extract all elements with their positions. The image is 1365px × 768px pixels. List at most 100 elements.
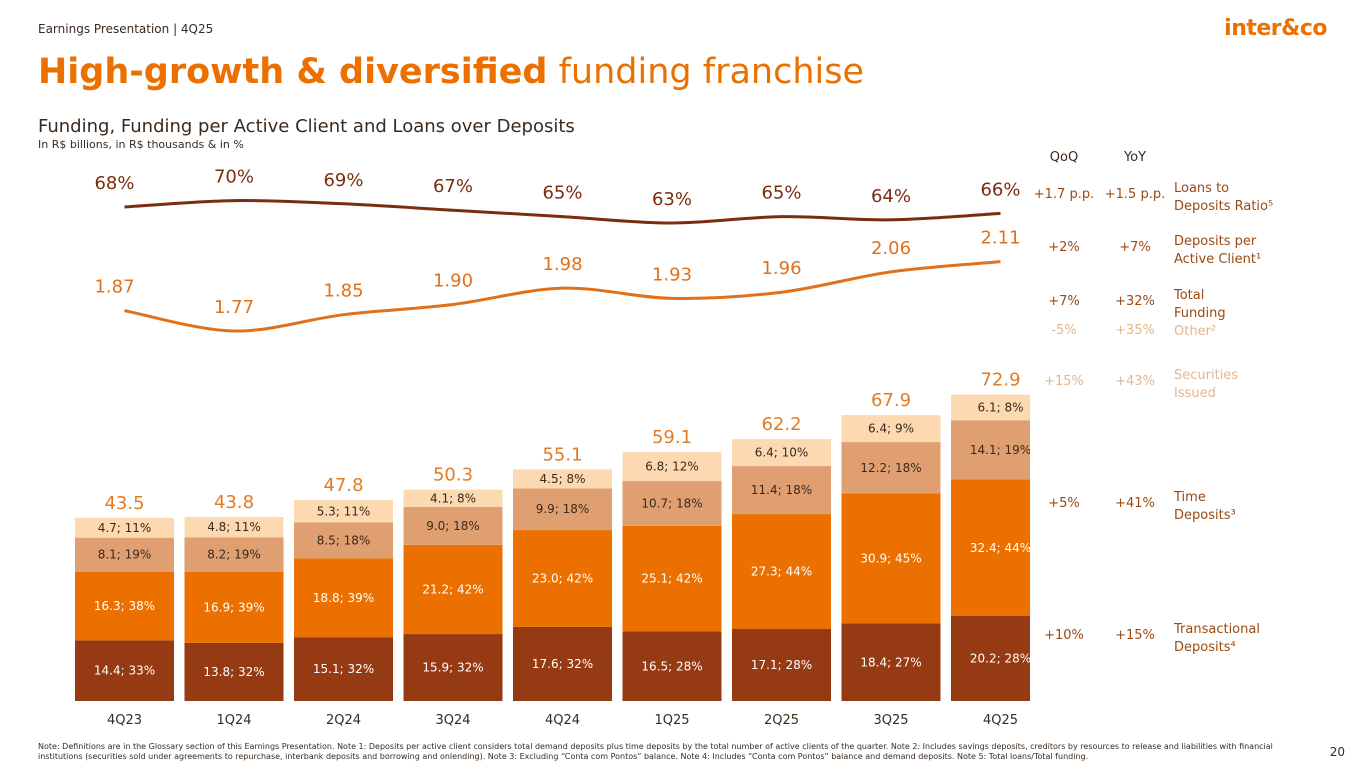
- bar-data-label: 20.2; 28%: [970, 651, 1030, 665]
- bar-segment: [732, 514, 831, 630]
- bar-data-label: 14.4; 33%: [94, 664, 155, 678]
- bar-segment: [75, 571, 174, 641]
- bar-data-label: 6.1; 8%: [978, 400, 1024, 414]
- bar-segment: [622, 631, 722, 701]
- bar-segment: [403, 489, 503, 507]
- bar-segment: [184, 517, 284, 538]
- bar-segment: [841, 623, 941, 701]
- metric-label-line2: Active Client¹: [1174, 252, 1262, 267]
- bar-data-label: 16.9; 39%: [203, 600, 264, 614]
- yoy-value: +32%: [1115, 294, 1155, 309]
- bar-segment: [184, 571, 284, 643]
- yoy-value: +43%: [1115, 374, 1155, 389]
- bar-data-label: 14.1; 19%: [970, 443, 1030, 457]
- total-label: 59.1: [652, 427, 692, 448]
- deposits-per-client-label: 1.87: [94, 277, 134, 298]
- ratio-label: 65%: [542, 183, 582, 204]
- page-title: High-growth & diversified funding franch…: [38, 52, 864, 92]
- total-label: 43.5: [104, 493, 144, 514]
- yoy-header: YoY: [1123, 150, 1147, 165]
- bar-segment: [951, 420, 1030, 480]
- metric-label: Securities Issued: [1174, 367, 1238, 403]
- bar-data-label: 8.5; 18%: [317, 533, 371, 547]
- qoq-value: +1.7 p.p.: [1033, 187, 1095, 202]
- qoq-value: +15%: [1044, 374, 1084, 389]
- qoq-value: -5%: [1051, 323, 1077, 338]
- bar-data-label: 16.3; 38%: [94, 599, 155, 613]
- ratio-label: 68%: [94, 173, 134, 194]
- qoq-value: +7%: [1048, 294, 1080, 309]
- x-tick-label: 3Q25: [873, 713, 908, 728]
- metric-label-line1: Total: [1174, 288, 1205, 303]
- bar-data-label: 5.3; 11%: [317, 504, 371, 518]
- deposits-per-client-line: [124, 260, 1001, 333]
- qoq-value: +2%: [1048, 240, 1080, 255]
- bar-segment: [294, 500, 393, 523]
- x-tick-label: 3Q24: [435, 713, 470, 728]
- bar-segment: [622, 480, 722, 526]
- bar-segment: [403, 506, 503, 545]
- bar-data-label: 9.0; 18%: [426, 519, 480, 533]
- footnote: Note: Definitions are in the Glossary se…: [38, 742, 1273, 761]
- bar-data-label: 13.8; 32%: [203, 665, 264, 679]
- bar-data-label: 32.4; 44%: [970, 541, 1030, 555]
- total-label: 67.9: [871, 390, 911, 411]
- deposits-per-client-label: 1.98: [542, 254, 582, 275]
- metric-label-line1: Time: [1174, 490, 1206, 505]
- page-number: 20: [1329, 745, 1345, 759]
- bar-segment: [75, 640, 174, 701]
- bar-segment: [841, 442, 941, 494]
- ratio-line: [124, 199, 1001, 225]
- presentation-header: Earnings Presentation | 4Q25: [38, 22, 214, 36]
- metric-label-line1: Securities: [1174, 368, 1239, 383]
- deposits-per-client-label: 1.96: [761, 258, 801, 279]
- bar-data-label: 11.4; 18%: [751, 483, 812, 497]
- bar-segment: [513, 626, 612, 701]
- bar-segment: [513, 530, 612, 627]
- qoq-header: QoQ: [1049, 150, 1079, 165]
- bar-segment: [184, 537, 284, 572]
- yoy-value: +41%: [1115, 496, 1155, 511]
- bar-data-label: 17.1; 28%: [751, 658, 812, 672]
- total-label: 47.8: [323, 475, 363, 496]
- deposits-per-client-label: 1.85: [323, 281, 363, 302]
- bar-segment: [75, 517, 174, 538]
- bar-data-label: 4.8; 11%: [207, 520, 261, 534]
- ratio-label: 64%: [871, 186, 911, 207]
- ratio-label: 70%: [214, 167, 254, 188]
- x-tick-label: 2Q24: [326, 713, 361, 728]
- ratio-label: 67%: [433, 176, 473, 197]
- x-tick-label: 2Q25: [764, 713, 799, 728]
- x-tick-label: 1Q24: [216, 713, 251, 728]
- bar-segment: [513, 469, 612, 489]
- total-label: 62.2: [761, 414, 801, 435]
- bar-segment: [951, 479, 1030, 616]
- metric-label: Transactional Deposits⁴: [1174, 621, 1260, 657]
- metric-label-line2: Funding: [1174, 306, 1226, 321]
- funding-chart: 14.4; 33% 16.3; 38% 8.1; 19% 4.7; 11% 43.5 4Q…: [75, 167, 1030, 728]
- deposits-per-client-label: 1.93: [652, 264, 692, 285]
- bar-segment: [622, 452, 722, 481]
- bar-data-label: 30.9; 45%: [860, 551, 921, 565]
- bar-data-label: 6.8; 12%: [645, 460, 699, 474]
- bar-segment: [951, 615, 1030, 701]
- bar-segment: [403, 634, 503, 701]
- deposits-per-client-label: 2.06: [871, 238, 911, 259]
- bar-data-label: 23.0; 42%: [532, 571, 593, 585]
- bar-data-label: 4.7; 11%: [98, 521, 152, 535]
- total-label: 43.8: [214, 492, 254, 513]
- bar-data-label: 6.4; 9%: [868, 422, 914, 436]
- bar-data-label: 15.9; 32%: [422, 661, 483, 675]
- metric-label-line1: Deposits per: [1174, 234, 1257, 249]
- bar-data-label: 10.7; 18%: [641, 496, 702, 510]
- ratio-label: 65%: [761, 183, 801, 204]
- yoy-value: +35%: [1115, 323, 1155, 338]
- ratio-label: 63%: [652, 189, 692, 210]
- bar-segment: [294, 522, 393, 559]
- deposits-per-client-label: 1.77: [214, 297, 254, 318]
- bar-data-label: 8.1; 19%: [98, 548, 152, 562]
- metric-label: Time Deposits³: [1174, 489, 1236, 525]
- bar-data-label: 4.5; 8%: [540, 472, 586, 486]
- total-label: 72.9: [980, 370, 1020, 391]
- bar-data-label: 12.2; 18%: [860, 461, 921, 475]
